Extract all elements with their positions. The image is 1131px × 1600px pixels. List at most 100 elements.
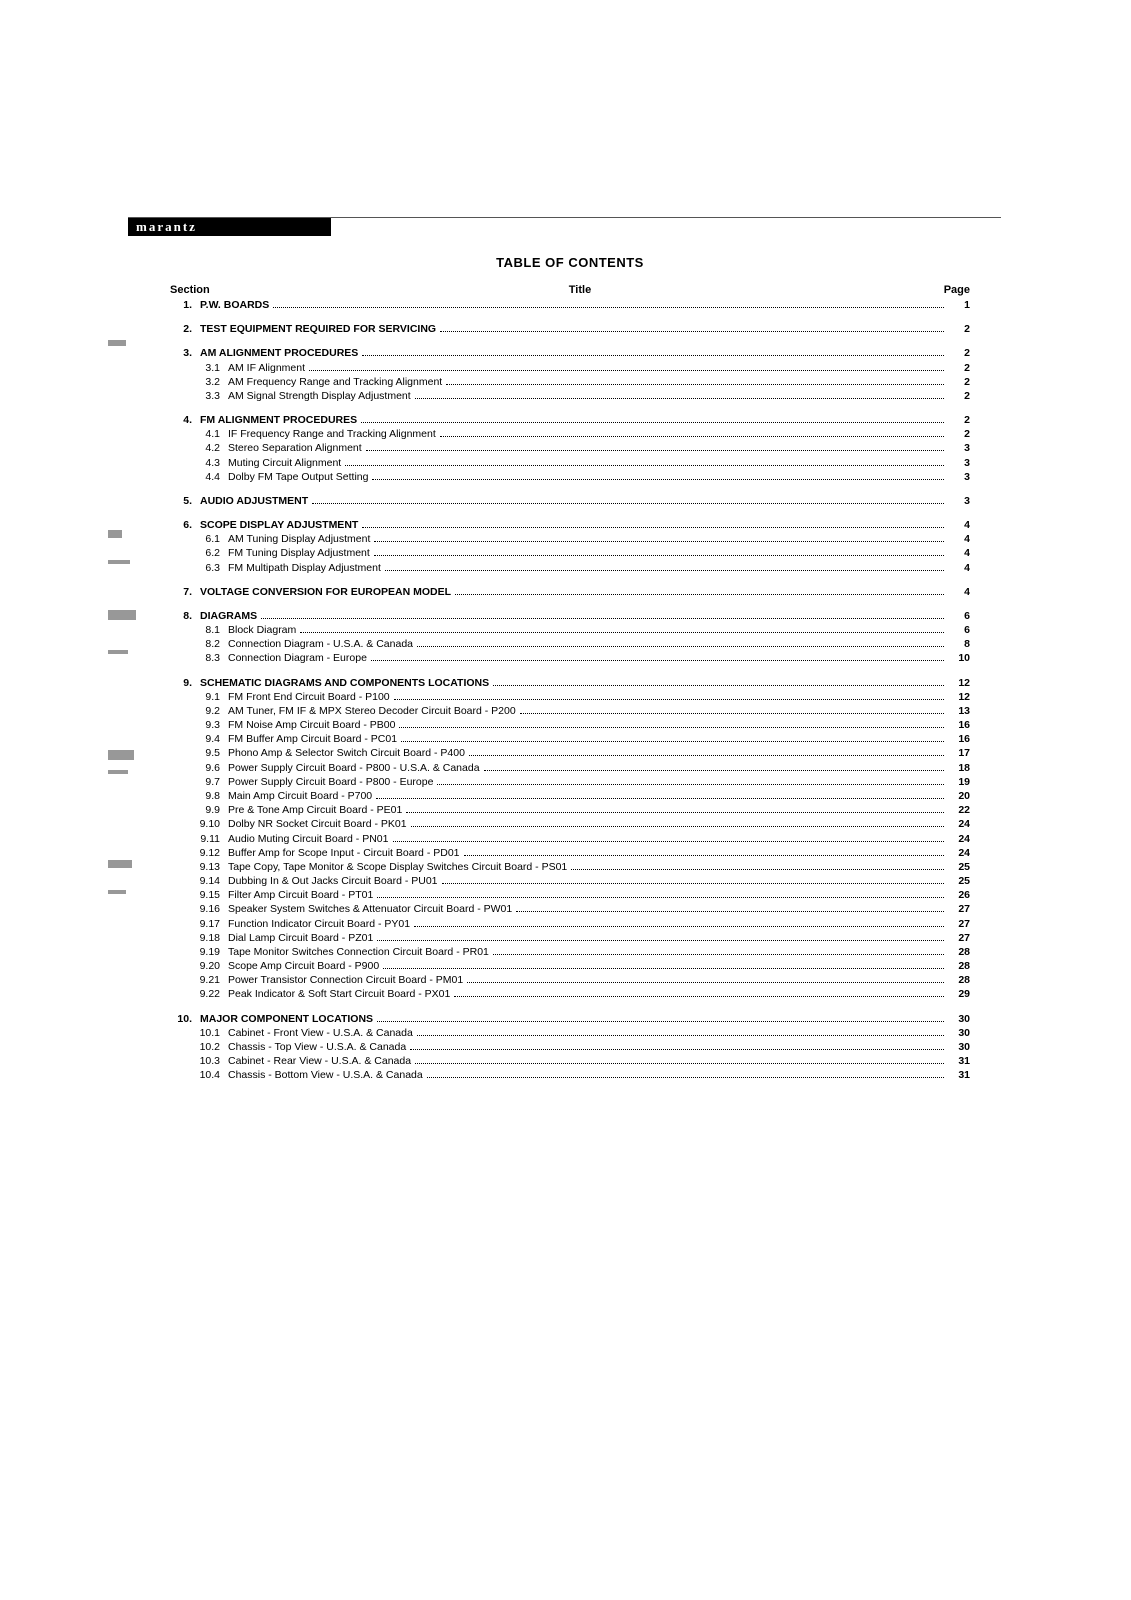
subsection-page: 4 — [948, 546, 970, 560]
leader-dots — [417, 1035, 944, 1036]
leader-dots — [374, 541, 944, 542]
toc-line-main: 3.AM ALIGNMENT PROCEDURES2 — [170, 346, 970, 360]
subsection-number: 9.10 — [170, 817, 228, 831]
leader-dots — [372, 479, 944, 480]
section-number: 1. — [170, 298, 200, 312]
toc-line-sub: 9.1FM Front End Circuit Board - P10012 — [170, 690, 970, 704]
section-label: MAJOR COMPONENT LOCATIONS — [200, 1012, 373, 1026]
toc-line-sub: 4.1IF Frequency Range and Tracking Align… — [170, 427, 970, 441]
toc-line-sub: 4.3Muting Circuit Alignment3 — [170, 456, 970, 470]
subsection-label: Filter Amp Circuit Board - PT01 — [228, 888, 373, 902]
leader-dots — [417, 646, 944, 647]
leader-dots — [312, 503, 944, 504]
subsection-number: 10.2 — [170, 1040, 228, 1054]
section-page: 2 — [948, 346, 970, 360]
section-page: 2 — [948, 322, 970, 336]
toc-line-sub: 9.4FM Buffer Amp Circuit Board - PC0116 — [170, 732, 970, 746]
subsection-number: 9.9 — [170, 803, 228, 817]
subsection-number: 9.17 — [170, 917, 228, 931]
section-label: VOLTAGE CONVERSION FOR EUROPEAN MODEL — [200, 585, 451, 599]
subsection-page: 27 — [948, 931, 970, 945]
toc-line-sub: 9.17Function Indicator Circuit Board - P… — [170, 917, 970, 931]
section-number: 6. — [170, 518, 200, 532]
leader-dots — [437, 784, 944, 785]
subsection-label: Phono Amp & Selector Switch Circuit Boar… — [228, 746, 465, 760]
toc-line-sub: 9.11Audio Muting Circuit Board - PN0124 — [170, 832, 970, 846]
subsection-label: Audio Muting Circuit Board - PN01 — [228, 832, 389, 846]
subsection-page: 3 — [948, 470, 970, 484]
subsection-page: 28 — [948, 945, 970, 959]
subsection-number: 9.12 — [170, 846, 228, 860]
subsection-number: 9.6 — [170, 761, 228, 775]
toc-line-sub: 4.2Stereo Separation Alignment3 — [170, 441, 970, 455]
leader-dots — [427, 1077, 944, 1078]
leader-dots — [362, 355, 944, 356]
subsection-label: Dubbing In & Out Jacks Circuit Board - P… — [228, 874, 438, 888]
section-page: 30 — [948, 1012, 970, 1026]
subsection-page: 26 — [948, 888, 970, 902]
leader-dots — [261, 618, 944, 619]
subsection-page: 30 — [948, 1026, 970, 1040]
toc-line-main: 6.SCOPE DISPLAY ADJUSTMENT4 — [170, 518, 970, 532]
subsection-number: 9.21 — [170, 973, 228, 987]
subsection-label: Pre & Tone Amp Circuit Board - PE01 — [228, 803, 402, 817]
subsection-number: 9.14 — [170, 874, 228, 888]
toc-section: 10.MAJOR COMPONENT LOCATIONS3010.1Cabine… — [170, 1012, 970, 1083]
subsection-number: 4.4 — [170, 470, 228, 484]
subsection-number: 3.3 — [170, 389, 228, 403]
toc-line-sub: 9.7Power Supply Circuit Board - P800 - E… — [170, 775, 970, 789]
toc-line-sub: 6.3FM Multipath Display Adjustment4 — [170, 561, 970, 575]
subsection-page: 17 — [948, 746, 970, 760]
subsection-number: 9.13 — [170, 860, 228, 874]
subsection-label: Block Diagram — [228, 623, 296, 637]
section-label: SCHEMATIC DIAGRAMS AND COMPONENTS LOCATI… — [200, 676, 489, 690]
subsection-label: Chassis - Top View - U.S.A. & Canada — [228, 1040, 406, 1054]
subsection-page: 3 — [948, 456, 970, 470]
subsection-number: 9.19 — [170, 945, 228, 959]
brand-logo: marantz — [128, 218, 331, 236]
section-number: 9. — [170, 676, 200, 690]
subsection-label: FM Multipath Display Adjustment — [228, 561, 381, 575]
subsection-page: 31 — [948, 1068, 970, 1082]
subsection-label: Power Supply Circuit Board - P800 - U.S.… — [228, 761, 480, 775]
section-label: FM ALIGNMENT PROCEDURES — [200, 413, 357, 427]
subsection-number: 9.5 — [170, 746, 228, 760]
toc-line-sub: 4.4Dolby FM Tape Output Setting 3 — [170, 470, 970, 484]
subsection-number: 6.2 — [170, 546, 228, 560]
subsection-page: 16 — [948, 718, 970, 732]
leader-dots — [406, 812, 944, 813]
leader-dots — [374, 555, 944, 556]
subsection-label: Dolby NR Socket Circuit Board - PK01 — [228, 817, 407, 831]
leader-dots — [361, 422, 944, 423]
section-page: 2 — [948, 413, 970, 427]
subsection-label: Speaker System Switches & Attenuator Cir… — [228, 902, 512, 916]
leader-dots — [469, 755, 944, 756]
section-number: 4. — [170, 413, 200, 427]
toc-section: 9.SCHEMATIC DIAGRAMS AND COMPONENTS LOCA… — [170, 676, 970, 1002]
subsection-number: 4.3 — [170, 456, 228, 470]
leader-dots — [393, 841, 945, 842]
subsection-page: 16 — [948, 732, 970, 746]
subsection-number: 10.3 — [170, 1054, 228, 1068]
subsection-label: Dolby FM Tape Output Setting — [228, 470, 368, 484]
toc-line-main: 4.FM ALIGNMENT PROCEDURES 2 — [170, 413, 970, 427]
section-label: AM ALIGNMENT PROCEDURES — [200, 346, 358, 360]
subsection-label: Dial Lamp Circuit Board - PZ01 — [228, 931, 373, 945]
section-number: 10. — [170, 1012, 200, 1026]
subsection-label: AM Tuner, FM IF & MPX Stereo Decoder Cir… — [228, 704, 516, 718]
toc-line-sub: 3.1AM IF Alignment2 — [170, 361, 970, 375]
subsection-label: Tape Monitor Switches Connection Circuit… — [228, 945, 489, 959]
subsection-page: 29 — [948, 987, 970, 1001]
subsection-number: 3.2 — [170, 375, 228, 389]
subsection-label: Main Amp Circuit Board - P700 — [228, 789, 372, 803]
toc-line-sub: 3.2AM Frequency Range and Tracking Align… — [170, 375, 970, 389]
subsection-label: Power Supply Circuit Board - P800 - Euro… — [228, 775, 433, 789]
toc-line-sub: 9.14Dubbing In & Out Jacks Circuit Board… — [170, 874, 970, 888]
toc-line-sub: 9.2AM Tuner, FM IF & MPX Stereo Decoder … — [170, 704, 970, 718]
section-number: 7. — [170, 585, 200, 599]
subsection-number: 4.2 — [170, 441, 228, 455]
leader-dots — [440, 436, 944, 437]
subsection-number: 8.3 — [170, 651, 228, 665]
leader-dots — [399, 727, 944, 728]
leader-dots — [571, 869, 944, 870]
